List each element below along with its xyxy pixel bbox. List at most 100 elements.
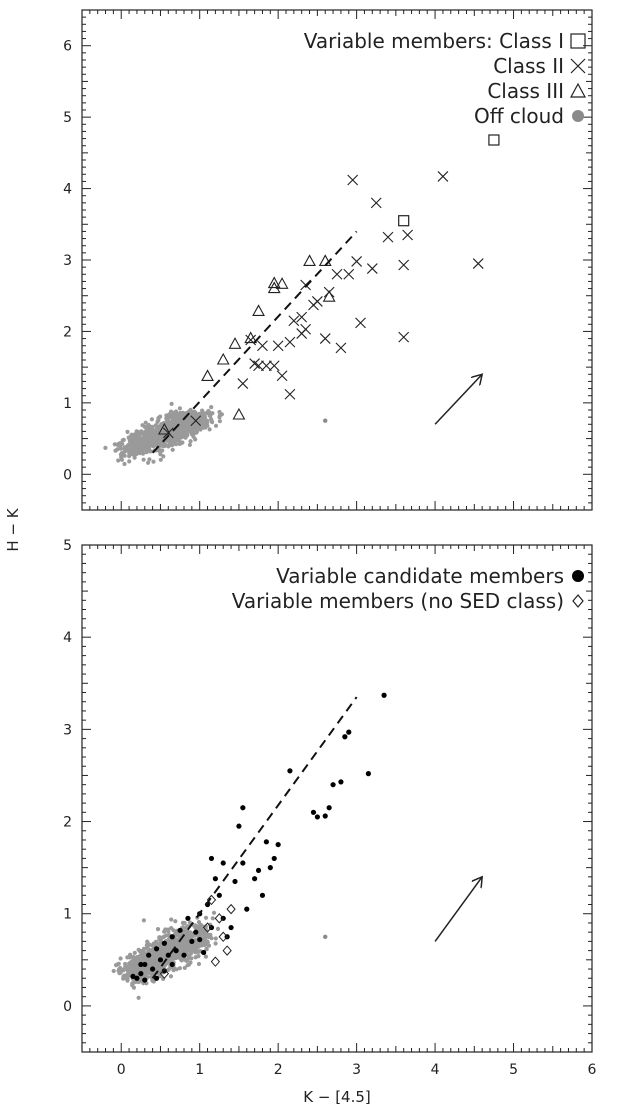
cloud-point xyxy=(158,452,163,457)
cloud-point xyxy=(210,916,215,921)
cloud-point xyxy=(172,432,178,437)
cloud-point xyxy=(141,441,146,446)
class-ii-point xyxy=(253,360,264,372)
cloud-point xyxy=(188,946,193,951)
variable-candidate-members-point xyxy=(365,771,371,777)
cloud-point xyxy=(213,936,218,941)
y-axis-label: H − K xyxy=(4,507,22,551)
cloud-point xyxy=(146,460,151,465)
cloud-point xyxy=(188,439,193,444)
cloud-point xyxy=(145,970,150,975)
cloud-point xyxy=(131,985,136,990)
class-ii-point xyxy=(272,340,284,352)
class-ii-point xyxy=(472,258,484,269)
variable-candidate-members-point xyxy=(197,936,203,943)
variable-candidate-members-point xyxy=(177,927,183,933)
cloud-point xyxy=(112,442,117,447)
cloud-point xyxy=(213,941,218,946)
variable-members-no-sed-class--point xyxy=(202,922,213,933)
cloud-point xyxy=(138,978,143,983)
legend-label: Variable members: Class I xyxy=(304,29,564,53)
class-iii-point xyxy=(322,290,336,302)
cloud-point xyxy=(125,978,130,983)
cloud-point xyxy=(195,424,200,429)
class-ii-point xyxy=(402,229,414,241)
y-tick-label: 4 xyxy=(63,630,72,646)
cloud-point xyxy=(200,408,205,413)
class-ii-point xyxy=(382,231,394,243)
cloud-point xyxy=(189,425,194,430)
cloud-point xyxy=(194,947,199,952)
variable-candidate-members-point xyxy=(228,924,234,931)
cloud-point xyxy=(207,413,212,418)
top-axis-ticks xyxy=(81,9,593,511)
variable-candidate-members-point xyxy=(275,841,281,848)
class-iii-point xyxy=(275,277,289,289)
cloud-point xyxy=(205,423,210,428)
cloud-point xyxy=(127,454,132,459)
variable-candidate-members-point xyxy=(216,892,222,898)
cloud-point xyxy=(141,946,146,952)
variable-candidate-members-point xyxy=(236,823,242,829)
cloud-point xyxy=(171,440,176,445)
variable-candidate-members-point xyxy=(134,975,140,981)
variable-candidate-members-point xyxy=(189,938,195,944)
cloud-point xyxy=(164,420,170,425)
cloud-point xyxy=(136,995,141,1000)
cloud-point xyxy=(131,443,136,448)
cloud-point xyxy=(174,438,179,443)
cloud-point xyxy=(153,432,159,437)
cloud-point xyxy=(155,927,161,932)
cloud-point xyxy=(146,422,151,428)
cloud-point xyxy=(150,440,155,445)
cloud-point xyxy=(132,963,137,968)
cloud-point xyxy=(121,976,126,981)
class-ii-point xyxy=(245,334,257,346)
variable-candidate-members-point xyxy=(153,946,160,952)
variable-candidate-members-point xyxy=(181,952,187,958)
variable-candidate-members-point xyxy=(165,952,171,958)
cloud-point xyxy=(185,938,190,943)
cloud-point xyxy=(178,410,183,416)
cloud-point xyxy=(118,956,123,961)
cloud-point xyxy=(142,424,148,430)
bottom-data-points xyxy=(130,692,387,983)
cloud-point xyxy=(145,431,150,436)
cloud-point xyxy=(150,955,155,960)
cloud-point xyxy=(203,915,209,920)
cloud-point xyxy=(120,441,125,446)
class-ii-point xyxy=(300,279,312,291)
legend-label: Variable candidate members xyxy=(276,564,564,588)
cloud-point xyxy=(217,419,222,424)
variable-candidate-members-point xyxy=(232,878,238,885)
cloud-point xyxy=(170,418,175,423)
cloud-point xyxy=(181,427,186,432)
x-tick-label: 3 xyxy=(352,1062,361,1078)
bottom-panel: 0 1 2 3 4 5 0 1 2 3 4 5 6 Variable candidate member… xyxy=(63,538,596,1078)
x-tick-label: 6 xyxy=(588,1062,597,1078)
cloud-point xyxy=(186,421,191,426)
class-iii-point xyxy=(267,276,281,289)
cloud-point xyxy=(158,949,164,954)
cloud-point xyxy=(168,974,174,979)
cloud-point xyxy=(127,970,132,975)
y-tick-label: 2 xyxy=(63,324,72,340)
cloud-point xyxy=(160,935,165,940)
legend-label: Class II xyxy=(493,54,564,78)
cloud-point xyxy=(209,417,214,422)
variable-candidate-members-point xyxy=(161,940,167,946)
legend-label: Variable members (no SED class) xyxy=(232,589,564,613)
variable-candidate-members-point xyxy=(220,860,226,866)
cloud-point xyxy=(177,966,182,971)
variable-candidate-members-point xyxy=(263,839,269,845)
cloud-point xyxy=(180,431,185,436)
cloud-point xyxy=(156,416,161,421)
cloud-point xyxy=(116,442,121,447)
class-ii-point xyxy=(249,358,261,369)
cloud-point xyxy=(154,957,159,962)
cloud-point xyxy=(122,453,127,458)
cloud-point xyxy=(196,961,202,967)
